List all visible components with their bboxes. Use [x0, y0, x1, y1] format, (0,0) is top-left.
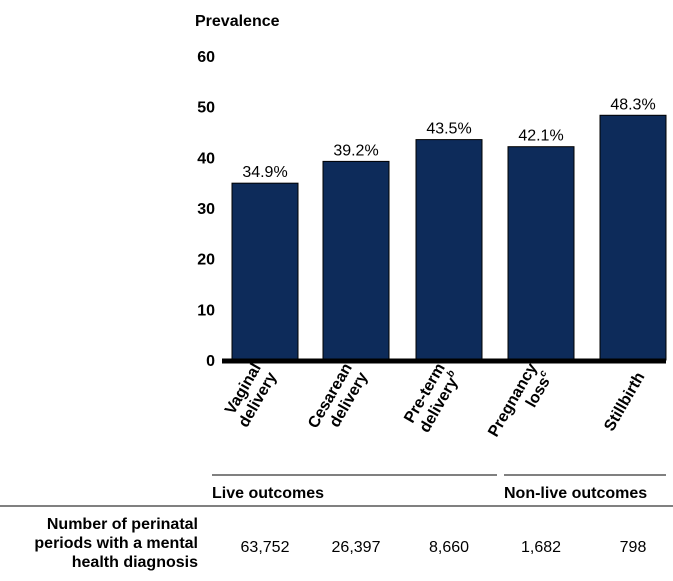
data-label-stillbirth: 48.3%	[610, 96, 655, 113]
count-pre-term-delivery: 8,660	[428, 539, 470, 556]
bar-cesarean-delivery	[322, 160, 390, 361]
y-tick-60: 60	[197, 49, 215, 66]
row-header-line-1: Number of perinatal	[46, 516, 198, 533]
group-label-non-live-outcomes: Non-live outcomes	[504, 485, 647, 502]
footnote-marker: b	[445, 369, 458, 380]
category-label-stillbirth: Stillbirth	[601, 370, 648, 435]
count-cesarean-delivery: 26,397	[331, 539, 381, 556]
y-tick-10: 10	[197, 302, 215, 319]
category-label-line: Stillbirth	[601, 370, 648, 435]
y-tick-labels: 0 10 20 30 40 50 60	[197, 49, 215, 370]
count-stillbirth: 798	[619, 539, 647, 556]
row-header-line-3: health diagnosis	[71, 554, 198, 571]
y-tick-0: 0	[206, 353, 215, 370]
data-label-pregnancy-loss: 42.1%	[518, 128, 563, 145]
data-label-cesarean-delivery: 39.2%	[333, 142, 378, 159]
group-label-live-outcomes: Live outcomes	[212, 485, 324, 502]
bar-pregnancy-loss	[507, 146, 575, 361]
bar-pre-term-delivery	[415, 139, 483, 361]
data-label-pre-term-delivery: 43.5%	[426, 121, 471, 138]
y-tick-50: 50	[197, 100, 215, 117]
y-axis-label: Prevalence	[195, 13, 280, 30]
row-header: Number of perinatal periods with a menta…	[0, 515, 198, 572]
y-tick-20: 20	[197, 252, 215, 269]
y-tick-40: 40	[197, 150, 215, 167]
y-tick-30: 30	[197, 201, 215, 218]
data-labels: 34.9% 39.2% 43.5% 42.1% 48.3%	[242, 96, 655, 181]
count-pregnancy-loss: 1,682	[520, 539, 562, 556]
bar-vaginal-delivery	[231, 182, 299, 361]
bars	[231, 114, 667, 361]
count-vaginal-delivery: 63,752	[240, 539, 290, 556]
footnote-marker: c	[537, 368, 550, 379]
data-label-vaginal-delivery: 34.9%	[242, 164, 287, 181]
row-header-line-2: periods with a mental	[34, 535, 198, 552]
bar-stillbirth	[599, 114, 667, 361]
